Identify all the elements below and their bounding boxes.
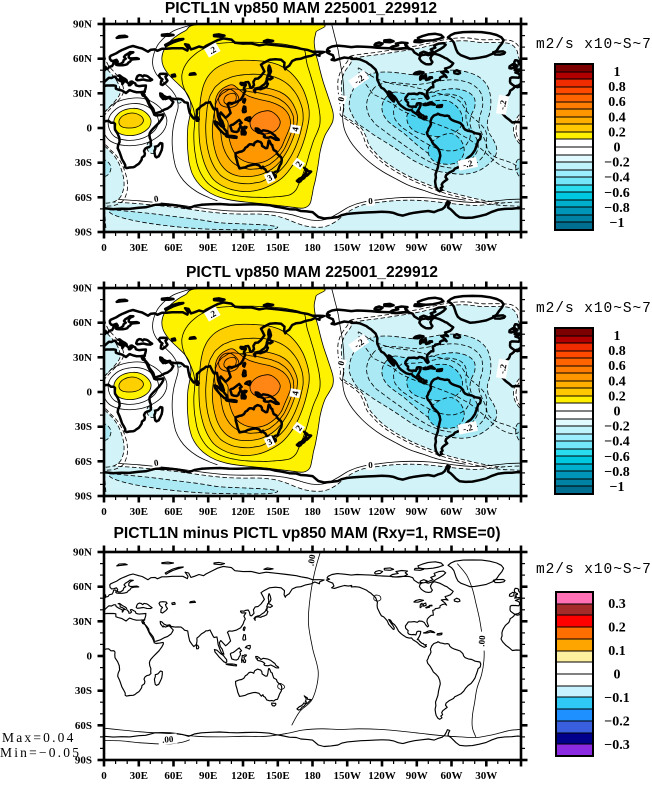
svg-text:60E: 60E — [164, 770, 182, 782]
svg-text:60W: 60W — [441, 770, 463, 782]
svg-text:30W: 30W — [475, 242, 497, 254]
svg-text:30N: 30N — [73, 88, 92, 100]
svg-text:90E: 90E — [199, 506, 217, 518]
svg-text:.00: .00 — [162, 734, 175, 745]
svg-text:120W: 120W — [368, 506, 396, 518]
svg-text:−0.3: −0.3 — [604, 738, 629, 753]
svg-text:90W: 90W — [406, 242, 428, 254]
svg-text:m2/s x10~S~7: m2/s x10~S~7 — [536, 301, 652, 317]
svg-text:120E: 120E — [231, 242, 255, 254]
svg-text:90N: 90N — [73, 283, 92, 295]
svg-text:0.8: 0.8 — [608, 344, 626, 359]
svg-text:m2/s x10~S~7: m2/s x10~S~7 — [536, 562, 652, 578]
svg-text:120W: 120W — [368, 242, 396, 254]
svg-text:m2/s x10~S~7: m2/s x10~S~7 — [536, 37, 652, 53]
svg-text:90S: 90S — [75, 755, 92, 767]
svg-text:0.2: 0.2 — [608, 621, 626, 636]
svg-text:60S: 60S — [75, 192, 92, 204]
svg-text:30S: 30S — [75, 157, 92, 169]
svg-text:180: 180 — [304, 242, 321, 254]
svg-text:PICTL vp850 MAM 225001_229912: PICTL vp850 MAM 225001_229912 — [186, 264, 438, 281]
svg-text:90E: 90E — [199, 770, 217, 782]
svg-text:30S: 30S — [75, 685, 92, 697]
svg-text:0.4: 0.4 — [608, 110, 626, 125]
svg-text:60W: 60W — [441, 242, 463, 254]
svg-text:0.2: 0.2 — [608, 125, 626, 140]
svg-text:120E: 120E — [231, 506, 255, 518]
svg-text:.00: .00 — [476, 634, 487, 647]
svg-text:0: 0 — [87, 387, 93, 399]
svg-text:1: 1 — [614, 65, 621, 80]
svg-text:0: 0 — [101, 770, 107, 782]
svg-text:180: 180 — [304, 770, 321, 782]
svg-text:PICTL1N vp850 MAM 225001_22991: PICTL1N vp850 MAM 225001_229912 — [165, 0, 438, 17]
svg-text:90S: 90S — [75, 227, 92, 239]
svg-text:60E: 60E — [164, 506, 182, 518]
svg-text:1: 1 — [614, 329, 621, 344]
svg-text:120E: 120E — [231, 770, 255, 782]
svg-text:30E: 30E — [130, 242, 148, 254]
svg-text:60S: 60S — [75, 720, 92, 732]
svg-text:−0.6: −0.6 — [604, 450, 629, 465]
svg-text:0: 0 — [101, 506, 107, 518]
svg-text:Min=−0.05: Min=−0.05 — [0, 745, 81, 760]
svg-text:−1: −1 — [610, 216, 625, 231]
svg-text:0.6: 0.6 — [608, 95, 626, 110]
svg-text:60N: 60N — [73, 581, 92, 593]
svg-text:60W: 60W — [441, 506, 463, 518]
svg-text:90E: 90E — [199, 242, 217, 254]
svg-text:180: 180 — [304, 506, 321, 518]
svg-text:0.3: 0.3 — [608, 597, 626, 612]
svg-text:60S: 60S — [75, 456, 92, 468]
svg-text:150W: 150W — [333, 770, 361, 782]
svg-text:−0.2: −0.2 — [604, 420, 629, 435]
svg-text:90W: 90W — [406, 770, 428, 782]
svg-text:−1: −1 — [610, 480, 625, 495]
svg-text:30W: 30W — [475, 770, 497, 782]
svg-text:PICTL1N minus PICTL vp850 MAM: PICTL1N minus PICTL vp850 MAM (Rxy=1, RM… — [113, 525, 500, 542]
svg-text:30E: 30E — [130, 770, 148, 782]
svg-text:0: 0 — [87, 123, 93, 135]
svg-text:60E: 60E — [164, 242, 182, 254]
svg-text:150E: 150E — [266, 770, 290, 782]
svg-text:90S: 90S — [75, 491, 92, 503]
svg-text:60N: 60N — [73, 317, 92, 329]
svg-text:90N: 90N — [73, 19, 92, 31]
svg-text:−0.8: −0.8 — [604, 465, 629, 480]
svg-text:0: 0 — [614, 668, 621, 683]
svg-text:90N: 90N — [73, 547, 92, 559]
svg-text:30S: 30S — [75, 421, 92, 433]
svg-text:0: 0 — [614, 141, 621, 156]
svg-text:−0.1: −0.1 — [604, 691, 629, 706]
svg-text:−0.2: −0.2 — [604, 714, 629, 729]
svg-text:−0.2: −0.2 — [604, 156, 629, 171]
svg-text:Max=0.04: Max=0.04 — [2, 730, 76, 745]
svg-text:30E: 30E — [130, 506, 148, 518]
svg-text:−0.8: −0.8 — [604, 201, 629, 216]
svg-text:0.1: 0.1 — [608, 644, 626, 659]
svg-text:.00: .00 — [306, 553, 318, 566]
svg-text:−0.4: −0.4 — [604, 435, 629, 450]
svg-text:−0.6: −0.6 — [604, 186, 629, 201]
svg-text:150E: 150E — [266, 242, 290, 254]
svg-text:150W: 150W — [333, 506, 361, 518]
svg-text:0: 0 — [614, 405, 621, 420]
svg-text:30W: 30W — [475, 506, 497, 518]
svg-text:120W: 120W — [368, 770, 396, 782]
svg-text:60N: 60N — [73, 53, 92, 65]
svg-text:30N: 30N — [73, 616, 92, 628]
svg-text:−0.4: −0.4 — [604, 171, 629, 186]
svg-text:0: 0 — [87, 651, 93, 663]
svg-text:0.6: 0.6 — [608, 359, 626, 374]
svg-text:0: 0 — [101, 242, 107, 254]
svg-text:90W: 90W — [406, 506, 428, 518]
svg-text:30N: 30N — [73, 352, 92, 364]
svg-text:150W: 150W — [333, 242, 361, 254]
svg-text:0.4: 0.4 — [608, 374, 626, 389]
svg-text:150E: 150E — [266, 506, 290, 518]
svg-text:0.8: 0.8 — [608, 80, 626, 95]
svg-text:0.2: 0.2 — [608, 389, 626, 404]
